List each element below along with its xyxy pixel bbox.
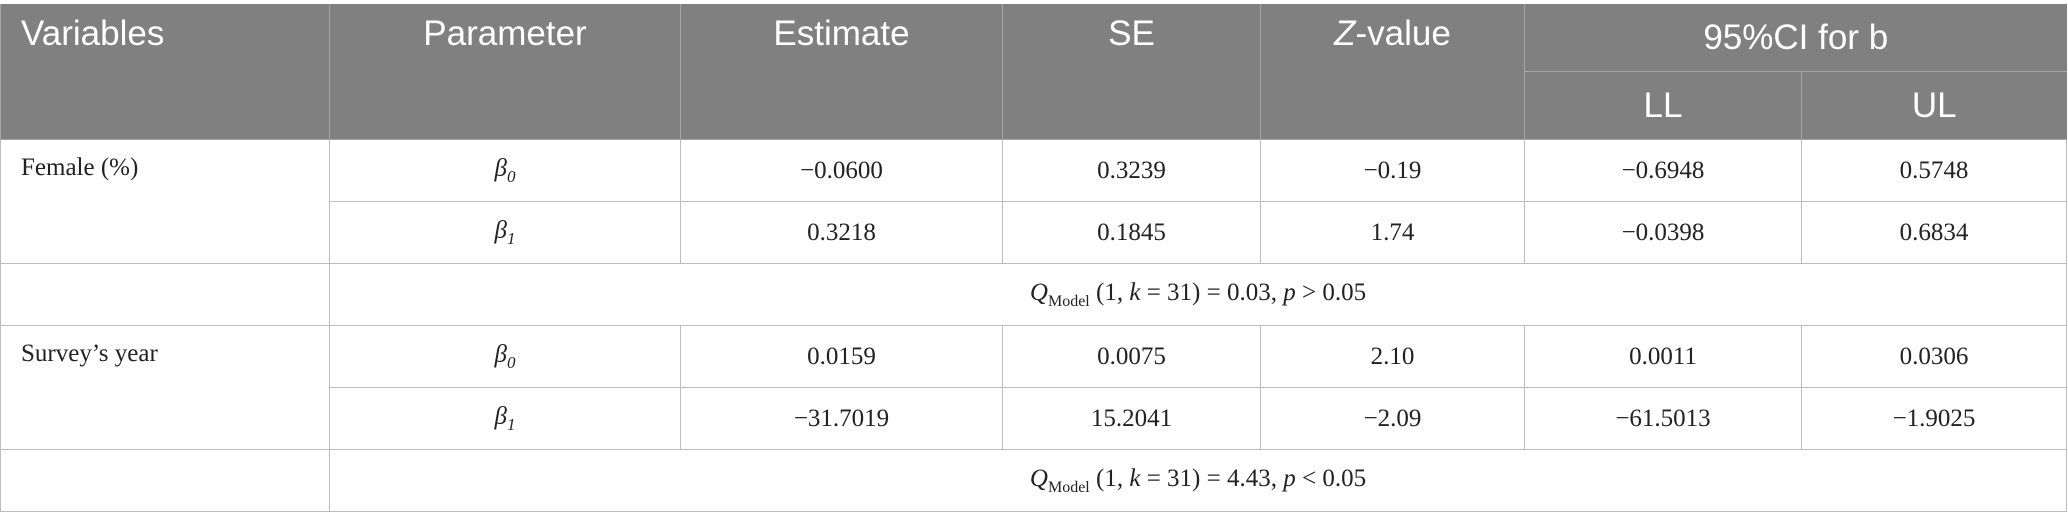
parameter-cell: β1 — [329, 201, 681, 264]
beta-symbol: β — [494, 154, 507, 182]
ul-cell: −1.9025 — [1801, 387, 2067, 450]
header-z-symbol: Z — [1334, 14, 1356, 53]
z-cell: 2.10 — [1260, 325, 1525, 388]
q-args: (1, — [1096, 278, 1124, 306]
q-comparison: < 0.05 — [1301, 464, 1367, 492]
header-ci: 95%CI for b — [1524, 4, 2067, 72]
estimate-cell: −0.0600 — [680, 139, 1003, 202]
header-z-suffix: -value — [1355, 14, 1451, 53]
beta-symbol: β — [494, 216, 507, 244]
header-ul: UL — [1801, 71, 2067, 140]
model-stat-row: QModel (1, k = 31) = 4.43, p < 0.05 — [0, 449, 2067, 512]
q-equation: = 31) = 4.43, — [1146, 464, 1277, 492]
se-cell: 0.0075 — [1002, 325, 1261, 388]
ll-cell: −0.6948 — [1524, 139, 1802, 202]
table-row: β1 −31.7019 15.2041 −2.09 −61.5013 −1.90… — [1, 387, 2067, 450]
q-subscript: Model — [1047, 478, 1090, 496]
beta-symbol: β — [494, 402, 507, 430]
beta-subscript: 1 — [506, 414, 516, 434]
z-cell: 1.74 — [1260, 201, 1525, 264]
header-se: SE — [1002, 4, 1261, 140]
q-comparison: > 0.05 — [1301, 278, 1367, 306]
estimate-cell: −31.7019 — [680, 387, 1003, 450]
estimate-cell: 0.0159 — [680, 325, 1003, 388]
model-stat-row: QModel (1, k = 31) = 0.03, p > 0.05 — [0, 263, 2067, 326]
parameter-cell: β0 — [329, 325, 681, 388]
empty-cell — [0, 263, 330, 326]
estimate-cell: 0.3218 — [680, 201, 1003, 264]
ul-cell: 0.0306 — [1801, 325, 2067, 388]
beta-symbol: β — [494, 340, 507, 368]
beta-subscript: 1 — [506, 228, 516, 248]
se-cell: 0.1845 — [1002, 201, 1261, 264]
header-ll: LL — [1524, 71, 1802, 140]
header-estimate: Estimate — [680, 4, 1003, 140]
header-parameter: Parameter — [329, 4, 681, 140]
q-k: k — [1129, 464, 1141, 492]
parameter-cell: β1 — [329, 387, 681, 450]
q-p: p — [1283, 278, 1296, 306]
beta-subscript: 0 — [506, 166, 516, 186]
q-subscript: Model — [1047, 292, 1090, 310]
q-symbol: Q — [1029, 278, 1048, 306]
q-k: k — [1129, 278, 1141, 306]
table-row: Survey’s year β0 0.0159 0.0075 2.10 0.00… — [0, 325, 2067, 450]
ll-cell: 0.0011 — [1524, 325, 1802, 388]
variable-label: Survey’s year — [0, 325, 330, 450]
table-row: β1 0.3218 0.1845 1.74 −0.0398 0.6834 — [1, 201, 2067, 264]
ll-cell: −61.5013 — [1524, 387, 1802, 450]
variable-label: Female (%) — [0, 139, 330, 264]
table-row: Female (%) β0 −0.0600 0.3239 −0.19 −0.69… — [0, 139, 2067, 264]
q-equation: = 31) = 0.03, — [1146, 278, 1277, 306]
model-stat: QModel (1, k = 31) = 4.43, p < 0.05 — [329, 449, 2067, 512]
z-cell: −0.19 — [1260, 139, 1525, 202]
beta-subscript: 0 — [506, 352, 516, 372]
results-table: Variables Parameter Estimate SE Z-value … — [0, 4, 2067, 512]
parameter-cell: β0 — [329, 139, 681, 202]
q-p: p — [1283, 464, 1296, 492]
q-args: (1, — [1096, 464, 1124, 492]
q-symbol: Q — [1029, 464, 1048, 492]
ll-cell: −0.0398 — [1524, 201, 1802, 264]
model-stat: QModel (1, k = 31) = 0.03, p > 0.05 — [329, 263, 2067, 326]
ul-cell: 0.5748 — [1801, 139, 2067, 202]
header-z-value: Z-value — [1260, 4, 1525, 140]
header-variables: Variables — [0, 4, 330, 140]
empty-cell — [0, 449, 330, 512]
se-cell: 0.3239 — [1002, 139, 1261, 202]
ul-cell: 0.6834 — [1801, 201, 2067, 264]
z-cell: −2.09 — [1260, 387, 1525, 450]
se-cell: 15.2041 — [1002, 387, 1261, 450]
